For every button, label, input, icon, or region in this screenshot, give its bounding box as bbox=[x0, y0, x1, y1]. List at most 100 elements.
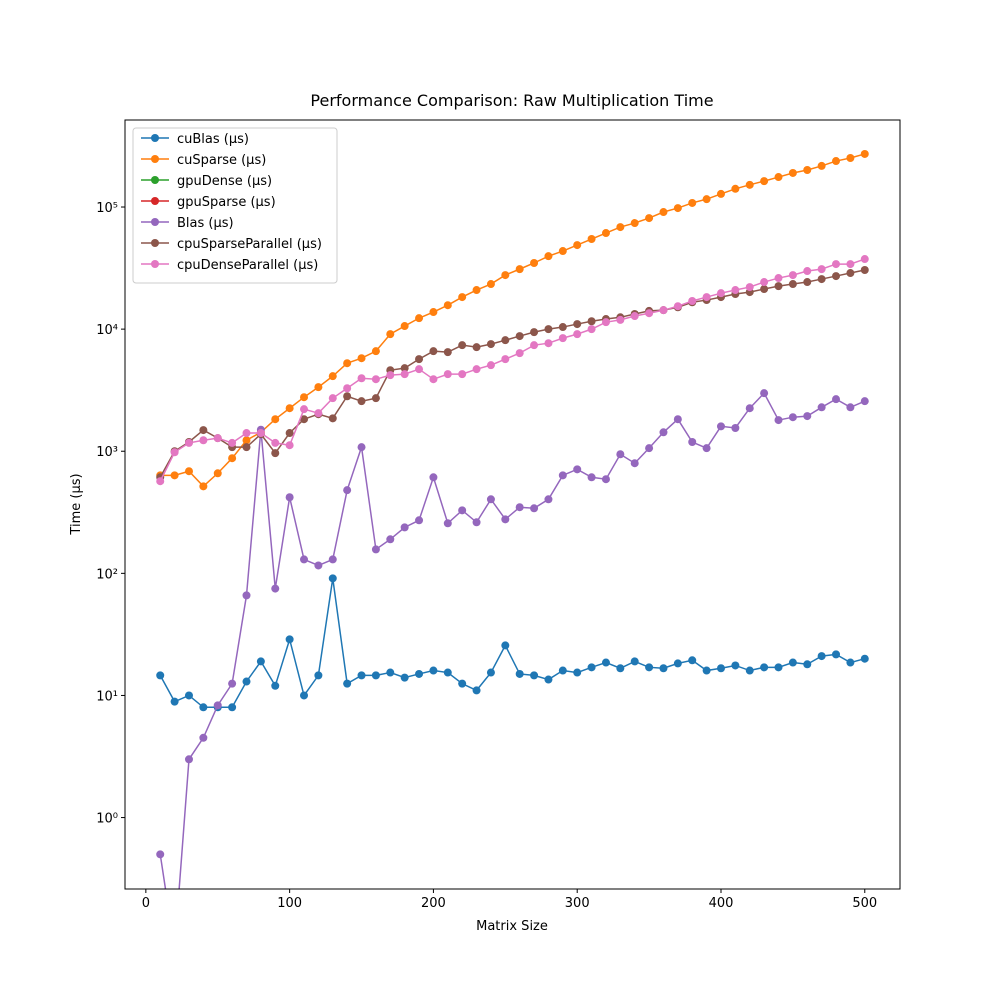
data-point bbox=[846, 403, 855, 412]
data-point bbox=[271, 584, 280, 593]
data-point bbox=[271, 449, 280, 458]
data-point bbox=[472, 365, 481, 374]
data-point bbox=[443, 348, 452, 357]
data-point bbox=[774, 416, 783, 425]
data-point bbox=[400, 523, 409, 532]
data-point bbox=[170, 471, 179, 480]
data-point bbox=[645, 214, 654, 223]
data-point bbox=[400, 370, 409, 379]
data-point bbox=[630, 219, 639, 228]
data-point bbox=[544, 252, 553, 261]
data-point bbox=[429, 666, 438, 675]
data-point bbox=[343, 679, 352, 688]
data-point bbox=[328, 414, 337, 423]
data-point bbox=[472, 518, 481, 527]
y-tick-label: 10⁰ bbox=[96, 812, 118, 827]
data-point bbox=[228, 679, 237, 688]
data-point bbox=[184, 755, 193, 764]
data-point bbox=[515, 265, 524, 274]
legend-box bbox=[132, 127, 338, 284]
data-point bbox=[745, 666, 754, 675]
data-point bbox=[659, 306, 668, 315]
data-point bbox=[300, 393, 309, 402]
x-tick-label: 300 bbox=[565, 896, 590, 911]
data-point bbox=[184, 691, 193, 700]
data-point bbox=[458, 679, 467, 688]
data-point bbox=[343, 359, 352, 368]
data-point bbox=[486, 668, 495, 677]
data-point bbox=[544, 325, 553, 334]
data-point bbox=[558, 471, 567, 480]
data-point bbox=[803, 660, 812, 669]
data-point bbox=[745, 404, 754, 413]
y-tick-label: 10⁵ bbox=[96, 201, 118, 216]
data-point bbox=[199, 703, 208, 712]
data-point bbox=[357, 354, 366, 363]
data-point bbox=[702, 666, 711, 675]
legend-marker bbox=[151, 176, 159, 184]
data-point bbox=[688, 198, 697, 207]
data-point bbox=[314, 671, 323, 680]
data-point bbox=[357, 374, 366, 383]
data-point bbox=[860, 265, 869, 274]
data-point bbox=[601, 475, 610, 484]
data-point bbox=[530, 328, 539, 337]
data-point bbox=[846, 154, 855, 163]
data-point bbox=[486, 340, 495, 349]
data-point bbox=[832, 272, 841, 281]
data-point bbox=[788, 168, 797, 177]
data-point bbox=[458, 341, 467, 350]
data-point bbox=[156, 477, 165, 486]
data-point bbox=[760, 663, 769, 672]
data-point bbox=[760, 389, 769, 398]
data-point bbox=[645, 309, 654, 318]
data-point bbox=[501, 336, 510, 345]
data-point bbox=[803, 278, 812, 287]
data-point bbox=[745, 283, 754, 292]
data-point bbox=[285, 404, 294, 413]
data-point bbox=[400, 322, 409, 331]
data-point bbox=[788, 413, 797, 422]
data-point bbox=[530, 341, 539, 350]
data-point bbox=[199, 436, 208, 445]
data-point bbox=[731, 661, 740, 670]
data-point bbox=[645, 444, 654, 453]
data-point bbox=[386, 330, 395, 339]
data-point bbox=[716, 664, 725, 673]
x-tick-label: 100 bbox=[277, 896, 302, 911]
data-point bbox=[558, 247, 567, 256]
y-tick-label: 10⁴ bbox=[96, 323, 118, 338]
data-point bbox=[501, 355, 510, 364]
data-point bbox=[371, 394, 380, 403]
data-point bbox=[314, 383, 323, 392]
data-point bbox=[242, 429, 251, 438]
plot-area bbox=[156, 149, 869, 889]
data-point bbox=[285, 429, 294, 438]
data-point bbox=[228, 438, 237, 447]
data-point bbox=[716, 289, 725, 298]
data-point bbox=[228, 703, 237, 712]
x-tick-label: 0 bbox=[142, 896, 150, 911]
data-point bbox=[199, 482, 208, 491]
data-point bbox=[688, 438, 697, 447]
legend-marker bbox=[151, 134, 159, 142]
data-point bbox=[860, 654, 869, 663]
data-point bbox=[328, 574, 337, 583]
data-point bbox=[242, 591, 251, 600]
data-point bbox=[573, 241, 582, 250]
y-axis-label: Time (μs) bbox=[69, 473, 84, 535]
data-point bbox=[328, 394, 337, 403]
data-point bbox=[271, 438, 280, 447]
data-point bbox=[443, 519, 452, 528]
data-point bbox=[817, 265, 826, 274]
data-point bbox=[760, 177, 769, 186]
data-point bbox=[415, 365, 424, 374]
data-point bbox=[415, 669, 424, 678]
data-point bbox=[587, 473, 596, 482]
data-point bbox=[601, 229, 610, 238]
data-point bbox=[659, 208, 668, 217]
data-point bbox=[846, 658, 855, 667]
data-point bbox=[702, 293, 711, 302]
data-point bbox=[587, 317, 596, 326]
